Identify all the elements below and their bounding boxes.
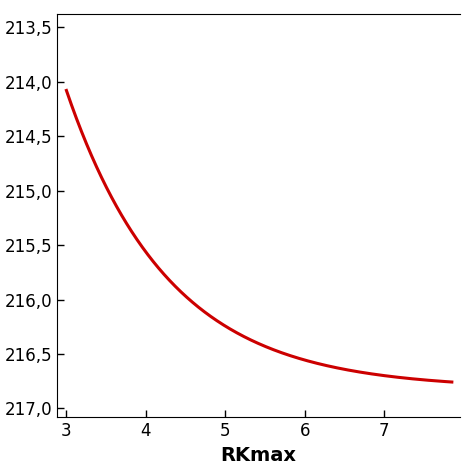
X-axis label: RKmax: RKmax: [220, 446, 296, 465]
